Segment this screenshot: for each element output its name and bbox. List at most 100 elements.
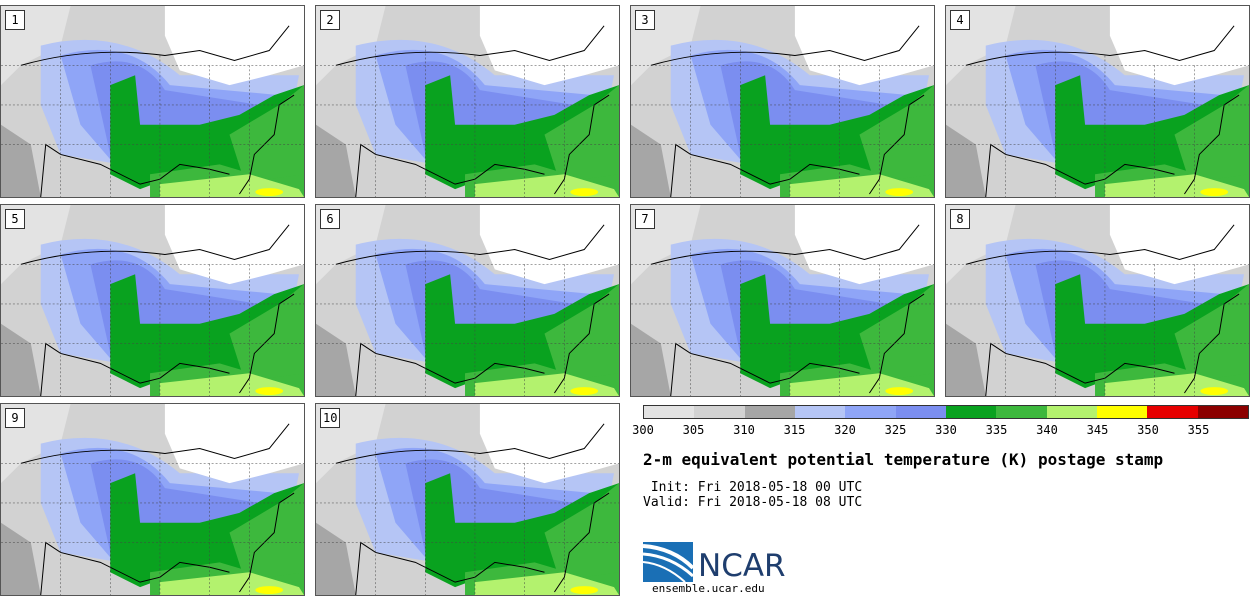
colorbar-bin bbox=[945, 406, 997, 418]
colorbar-bin bbox=[1147, 406, 1198, 418]
member-number-label: 1 bbox=[5, 10, 25, 30]
field-335 bbox=[1174, 85, 1249, 197]
member-number-label: 8 bbox=[950, 209, 970, 229]
field-345 bbox=[570, 586, 599, 595]
member-number-label: 9 bbox=[5, 408, 25, 428]
postage-stamp-4[interactable]: 4 bbox=[945, 5, 1250, 198]
field-345 bbox=[570, 188, 599, 197]
field-335 bbox=[544, 85, 619, 197]
state-borders bbox=[1, 244, 304, 396]
postage-stamp-2[interactable]: 2 bbox=[315, 5, 620, 198]
colorbar-bin bbox=[1197, 406, 1248, 418]
field-310 bbox=[946, 323, 986, 396]
stamp-map bbox=[316, 6, 619, 197]
stamp-map bbox=[946, 6, 1249, 197]
valid-time: Valid: Fri 2018-05-18 08 UTC bbox=[643, 495, 863, 510]
colorbar-bin bbox=[996, 406, 1047, 418]
postage-stamp-1[interactable]: 1 bbox=[0, 5, 305, 198]
colorbar-tick-label: 330 bbox=[935, 423, 957, 437]
field-310 bbox=[631, 323, 671, 396]
field-310 bbox=[316, 323, 356, 396]
field-345 bbox=[885, 188, 914, 197]
state-borders bbox=[1, 443, 304, 595]
field-345 bbox=[255, 586, 284, 595]
colorbar bbox=[643, 405, 1249, 419]
member-number-label: 2 bbox=[320, 10, 340, 30]
postage-stamp-7[interactable]: 7 bbox=[630, 204, 935, 397]
ncar-logo-icon bbox=[643, 542, 695, 583]
member-number-label: 3 bbox=[635, 10, 655, 30]
colorbar-tick-label: 305 bbox=[682, 423, 705, 437]
colorbar-bin bbox=[845, 406, 896, 418]
state-borders bbox=[316, 244, 619, 396]
colorbar-bin bbox=[694, 406, 745, 418]
field-335 bbox=[229, 85, 304, 197]
field-335 bbox=[229, 483, 304, 595]
colorbar-tick-label: 325 bbox=[884, 423, 907, 437]
colorbar-bin bbox=[1096, 406, 1148, 418]
postage-stamp-9[interactable]: 9 bbox=[0, 403, 305, 596]
field-345 bbox=[885, 387, 914, 396]
colorbar-tick-label: 315 bbox=[783, 423, 806, 437]
member-number-label: 4 bbox=[950, 10, 970, 30]
state-borders bbox=[631, 244, 934, 396]
member-number-label: 10 bbox=[320, 408, 341, 428]
state-borders bbox=[316, 443, 619, 595]
chart-title: 2-m equivalent potential temperature (K)… bbox=[643, 450, 1164, 469]
colorbar-bin bbox=[1046, 406, 1097, 418]
colorbar-tick-label: 345 bbox=[1086, 423, 1109, 437]
field-345 bbox=[570, 387, 599, 396]
state-borders bbox=[631, 45, 934, 197]
stamp-map bbox=[631, 205, 934, 396]
field-345 bbox=[1200, 387, 1229, 396]
colorbar-tick-label: 355 bbox=[1187, 423, 1210, 437]
stamp-map bbox=[316, 404, 619, 595]
field-335 bbox=[544, 284, 619, 396]
member-number-label: 6 bbox=[320, 209, 340, 229]
field-335 bbox=[859, 85, 934, 197]
postage-stamp-10[interactable]: 10 bbox=[315, 403, 620, 596]
field-345 bbox=[255, 188, 284, 197]
field-310 bbox=[631, 124, 671, 197]
colorbar-tick-label: 310 bbox=[733, 423, 755, 437]
stamp-map bbox=[1, 205, 304, 396]
state-borders bbox=[946, 244, 1249, 396]
init-time: Init: Fri 2018-05-18 00 UTC bbox=[643, 480, 863, 495]
postage-stamp-6[interactable]: 6 bbox=[315, 204, 620, 397]
field-335 bbox=[544, 483, 619, 595]
field-310 bbox=[1, 323, 41, 396]
stamp-map bbox=[946, 205, 1249, 396]
stamp-map bbox=[1, 6, 304, 197]
colorbar-tick-label: 335 bbox=[985, 423, 1008, 437]
member-number-label: 5 bbox=[5, 209, 25, 229]
colorbar-tick-label: 350 bbox=[1137, 423, 1159, 437]
colorbar-bin bbox=[794, 406, 846, 418]
state-borders bbox=[1, 45, 304, 197]
logo-text: NCAR bbox=[698, 548, 786, 584]
colorbar-tick-label: 320 bbox=[834, 423, 856, 437]
postage-stamp-5[interactable]: 5 bbox=[0, 204, 305, 397]
field-310 bbox=[946, 124, 986, 197]
site-url[interactable]: ensemble.ucar.edu bbox=[652, 582, 765, 595]
colorbar-bin bbox=[744, 406, 795, 418]
member-number-label: 7 bbox=[635, 209, 655, 229]
postage-stamp-8[interactable]: 8 bbox=[945, 204, 1250, 397]
field-335 bbox=[859, 284, 934, 396]
field-345 bbox=[255, 387, 284, 396]
field-310 bbox=[316, 124, 356, 197]
colorbar-tick-label: 340 bbox=[1036, 423, 1058, 437]
field-345 bbox=[1200, 188, 1229, 197]
colorbar-tick-label: 300 bbox=[632, 423, 654, 437]
stamp-map bbox=[1, 404, 304, 595]
field-335 bbox=[1174, 284, 1249, 396]
state-borders bbox=[316, 45, 619, 197]
colorbar-bin bbox=[895, 406, 946, 418]
colorbar-bin bbox=[644, 406, 695, 418]
stamp-map bbox=[316, 205, 619, 396]
field-310 bbox=[1, 522, 41, 595]
field-335 bbox=[229, 284, 304, 396]
state-borders bbox=[946, 45, 1249, 197]
field-310 bbox=[316, 522, 356, 595]
postage-stamp-3[interactable]: 3 bbox=[630, 5, 935, 198]
field-310 bbox=[1, 124, 41, 197]
